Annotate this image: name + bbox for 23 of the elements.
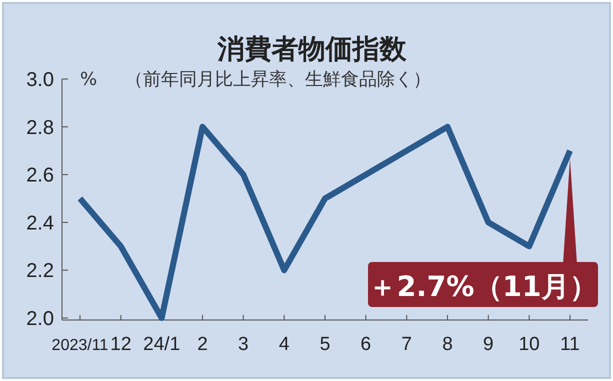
x-tick-label: 8: [442, 334, 453, 355]
x-tick-label: 11: [560, 334, 580, 355]
y-tick-label: 2.6: [26, 164, 54, 187]
x-tick-label: 9: [483, 334, 494, 355]
y-tick-label: 2.0: [26, 308, 54, 330]
y-axis-title: %: [80, 69, 98, 90]
x-tick-label: 2: [197, 334, 208, 355]
chart-title: 消費者物価指数: [216, 34, 408, 65]
y-tick-label: 2.8: [26, 116, 54, 139]
x-tick-label: 12: [110, 334, 132, 355]
x-tick-label: 3: [238, 334, 249, 355]
chart-subtitle: （前年同月比上昇率、生鮮食品除く）: [125, 69, 431, 90]
annotation: ＋2.7%（11月）: [368, 270, 598, 303]
x-tick-label: 7: [401, 334, 412, 355]
x-tick-label: 6: [360, 334, 372, 355]
y-tick-label: 3.0: [26, 69, 54, 91]
x-tick-label: 10: [518, 334, 540, 355]
y-tick-label: 2.2: [26, 260, 54, 282]
y-tick-label: 2.4: [26, 212, 54, 234]
x-tick-label: 24/1: [143, 334, 180, 355]
x-tick-label: 5: [320, 334, 330, 355]
x-tick-label: 4: [278, 334, 290, 355]
x-tick-label: 2023/11: [52, 337, 108, 354]
